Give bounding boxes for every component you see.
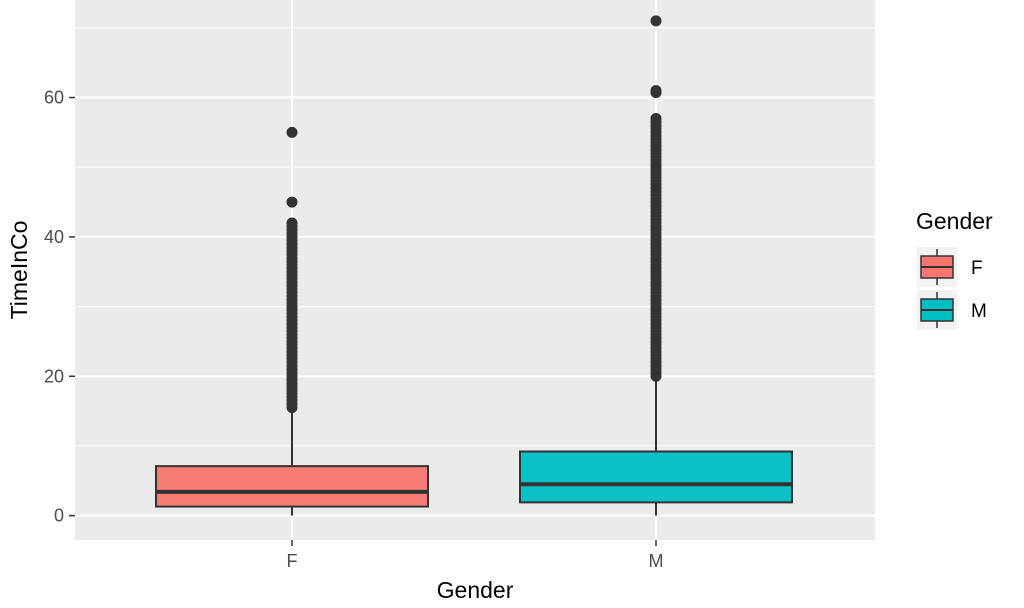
- y-tick-label: 40: [44, 227, 64, 247]
- outlier-point: [650, 112, 662, 124]
- box-body: [519, 450, 793, 504]
- x-tick-label: M: [649, 551, 664, 571]
- outlier-point: [286, 196, 298, 208]
- legend-key-M: M: [917, 290, 987, 330]
- box-F: [155, 126, 429, 516]
- legend: Gender F M: [916, 208, 993, 330]
- outlier-point: [286, 217, 298, 229]
- legend-title: Gender: [916, 208, 993, 234]
- x-tick-label: F: [287, 551, 298, 571]
- outlier-point: [286, 126, 298, 138]
- boxes: [155, 15, 793, 516]
- outlier-point: [650, 85, 662, 97]
- y-axis: 0 20 40 60: [44, 88, 75, 526]
- box-M: [519, 15, 793, 516]
- plot-panel: [75, 0, 875, 540]
- y-tick-label: 60: [44, 88, 64, 108]
- y-tick-label: 20: [44, 366, 64, 386]
- y-axis-title: TimeInCo: [6, 221, 32, 320]
- legend-label: M: [971, 301, 987, 322]
- legend-key-F: F: [917, 247, 983, 287]
- box-body: [155, 465, 429, 508]
- outlier-point: [650, 15, 662, 27]
- legend-label: F: [971, 258, 983, 279]
- minor-gridlines: [75, 27, 875, 447]
- x-axis-title: Gender: [437, 577, 514, 603]
- y-tick-label: 0: [54, 506, 64, 526]
